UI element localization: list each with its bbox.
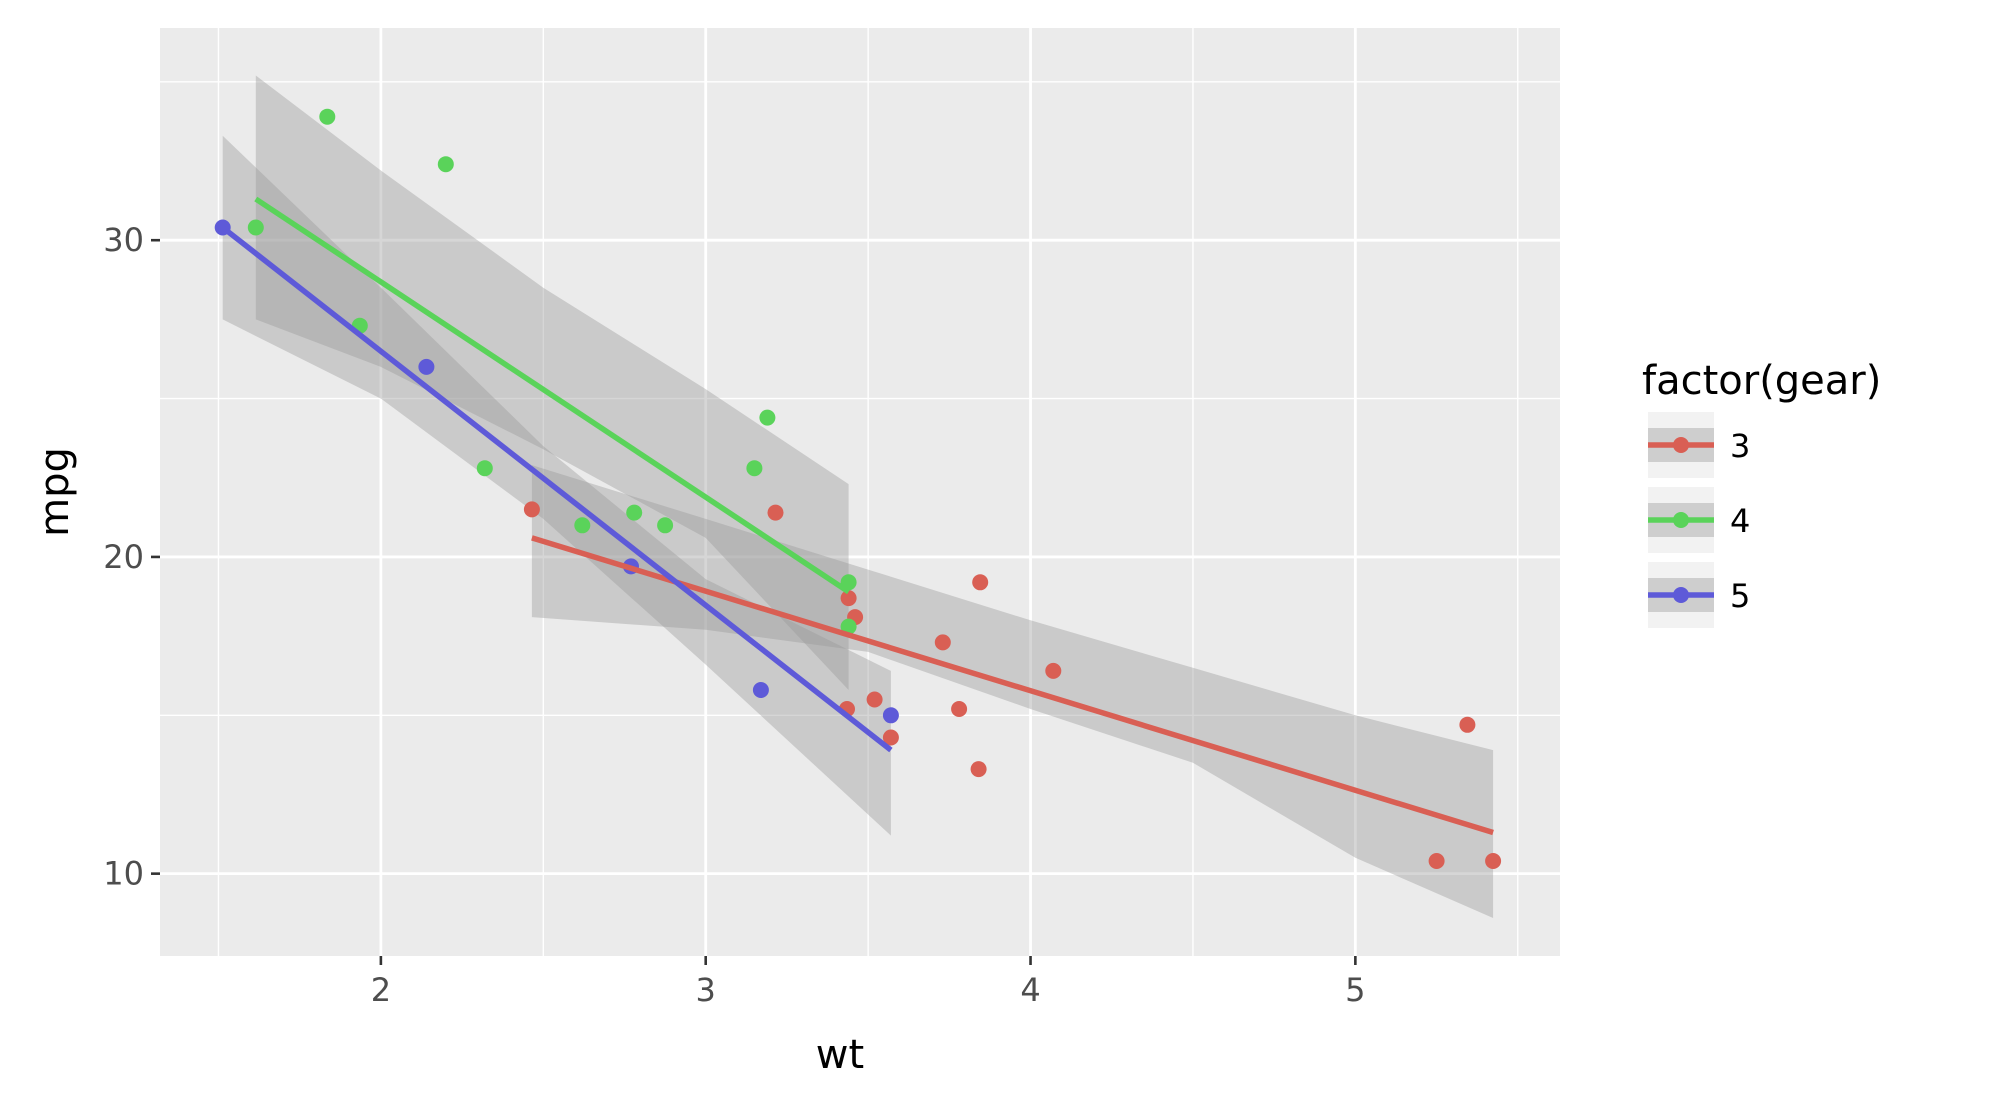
x-axis-title: wt bbox=[816, 1032, 864, 1078]
x-tick-label: 4 bbox=[1020, 971, 1040, 1009]
data-point-gear-4 bbox=[626, 504, 643, 521]
data-point-gear-5 bbox=[882, 707, 899, 724]
data-point-gear-3 bbox=[1045, 662, 1062, 679]
data-point-gear-4 bbox=[746, 460, 763, 477]
data-point-gear-3 bbox=[523, 501, 540, 518]
legend-label: 5 bbox=[1730, 577, 1750, 615]
legend-label: 4 bbox=[1730, 502, 1750, 540]
y-tick-label: 20 bbox=[103, 538, 144, 576]
axes: 2 3 4 5 10 20 30 bbox=[103, 221, 1365, 1009]
y-tick-label: 10 bbox=[103, 855, 144, 893]
plot-panel bbox=[160, 28, 1560, 956]
y-tick-label: 30 bbox=[103, 221, 144, 259]
legend-label: 3 bbox=[1730, 427, 1750, 465]
major-grid bbox=[160, 28, 1560, 956]
data-point-gear-3 bbox=[767, 504, 784, 521]
data-point-gear-5 bbox=[418, 358, 435, 375]
data-point-gear-3 bbox=[934, 634, 951, 651]
data-point-gear-3 bbox=[972, 574, 989, 591]
data-point-gear-4 bbox=[476, 460, 493, 477]
data-point-gear-5 bbox=[752, 682, 769, 698]
fit-line-gear-5 bbox=[221, 225, 893, 753]
data-point-gear-3 bbox=[840, 590, 857, 607]
x-tick-label: 3 bbox=[696, 971, 716, 1009]
legend: factor(gear) 3 4 5 bbox=[1642, 358, 1881, 628]
data-point-gear-3 bbox=[1485, 853, 1502, 869]
data-point-gear-4 bbox=[247, 219, 264, 236]
legend-key-point bbox=[1673, 437, 1689, 453]
fit-line-gear-3 bbox=[531, 535, 1494, 836]
x-tick-label: 5 bbox=[1345, 971, 1365, 1009]
data-point-gear-3 bbox=[1428, 853, 1445, 869]
data-points bbox=[214, 108, 1502, 869]
data-point-gear-3 bbox=[970, 761, 987, 778]
data-point-gear-3 bbox=[866, 691, 883, 708]
legend-title: factor(gear) bbox=[1642, 358, 1881, 404]
data-point-gear-3 bbox=[882, 729, 899, 746]
data-point-gear-4 bbox=[574, 517, 591, 534]
legend-key-point bbox=[1673, 587, 1689, 603]
minor-grid bbox=[160, 28, 1560, 956]
legend-key-point bbox=[1673, 512, 1689, 528]
fit-line-gear-4 bbox=[254, 196, 851, 595]
data-point-gear-3 bbox=[1459, 716, 1476, 733]
data-point-gear-3 bbox=[951, 701, 968, 717]
data-point-gear-4 bbox=[657, 517, 674, 534]
x-tick-label: 2 bbox=[371, 971, 391, 1009]
y-axis-title: mpg bbox=[32, 447, 78, 537]
data-point-gear-4 bbox=[840, 618, 857, 635]
data-point-gear-4 bbox=[759, 409, 776, 426]
data-point-gear-4 bbox=[319, 108, 336, 125]
confidence-band-gear-4 bbox=[255, 75, 849, 690]
confidence-band-gear-3 bbox=[531, 465, 1494, 918]
data-point-gear-4 bbox=[437, 156, 454, 173]
fit-lines bbox=[221, 196, 1494, 836]
